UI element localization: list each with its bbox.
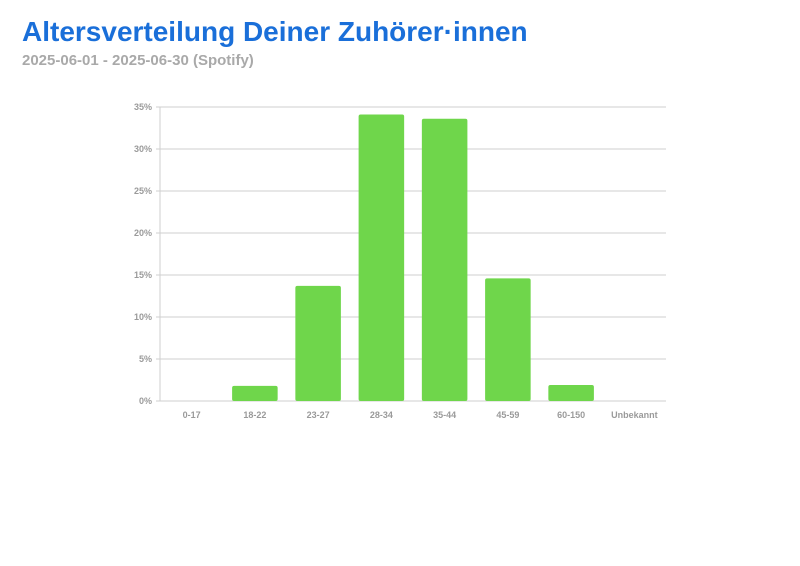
y-tick-label: 35%	[134, 102, 152, 112]
y-tick-label: 10%	[134, 312, 152, 322]
axes	[156, 106, 161, 402]
bar-35-44	[421, 118, 468, 401]
x-tick-label: Unbekannt	[611, 410, 658, 420]
x-tick-label: 60-150	[557, 410, 585, 420]
page-subtitle: 2025-06-01 - 2025-06-30 (Spotify)	[22, 52, 254, 69]
y-tick-labels: 0% 5% 10% 15% 20% 25% 30% 35%	[134, 102, 152, 406]
bar-18-22	[232, 385, 278, 401]
bar-45-59	[485, 278, 531, 401]
grid-lines	[160, 106, 666, 402]
x-tick-label: 35-44	[433, 410, 456, 420]
page-title: Altersverteilung Deiner Zuhörer·innen	[22, 16, 528, 47]
x-tick-label: 0-17	[183, 410, 201, 420]
bars	[232, 114, 594, 401]
x-tick-label: 23-27	[307, 410, 330, 420]
y-tick-label: 25%	[134, 186, 152, 196]
y-tick-label: 15%	[134, 270, 152, 280]
x-tick-label: 18-22	[243, 410, 266, 420]
bar-60-150	[548, 385, 594, 401]
x-tick-label: 28-34	[370, 410, 393, 420]
bar-28-34	[358, 114, 405, 401]
x-tick-labels: 0-17 18-22 23-27 28-34 35-44 45-59 60-150 Unbek…	[183, 410, 658, 420]
y-tick-label: 30%	[134, 144, 152, 154]
x-tick-label: 45-59	[496, 410, 519, 420]
y-tick-label: 0%	[139, 396, 152, 406]
y-tick-label: 5%	[139, 354, 152, 364]
bar-23-27	[295, 285, 341, 401]
y-tick-label: 20%	[134, 228, 152, 238]
